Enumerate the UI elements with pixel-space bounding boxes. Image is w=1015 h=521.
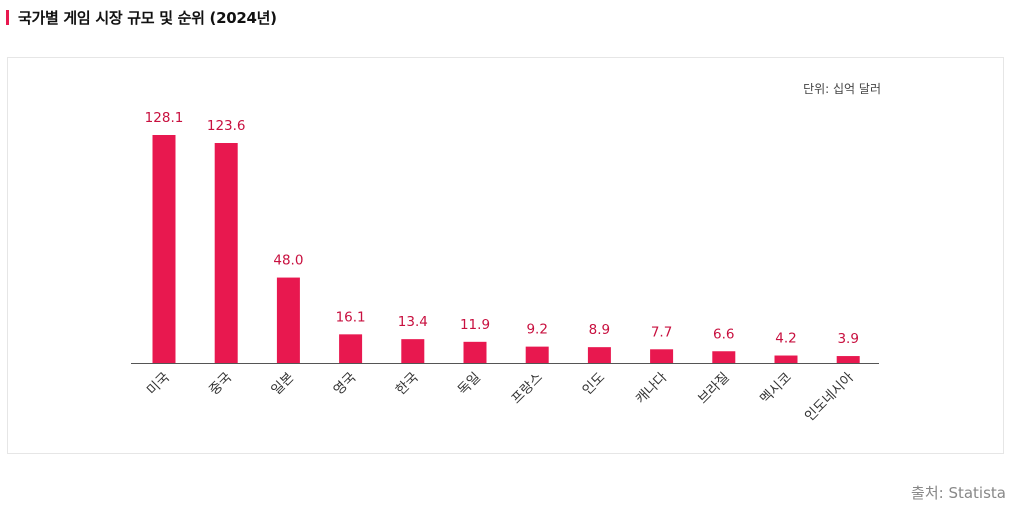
category-label-12: 인도네시아 [802, 369, 858, 425]
value-label-4: 16.1 [336, 309, 366, 325]
value-label-2: 123.6 [207, 118, 246, 134]
category-label-11: 멕시코 [757, 370, 795, 408]
title-accent-bar [6, 9, 9, 25]
category-label-4: 영국 [331, 370, 360, 399]
category-label-7: 프랑스 [508, 370, 546, 408]
bar-11 [774, 355, 798, 363]
value-label-11: 4.2 [775, 331, 796, 347]
source-note: 출처: Statista [911, 484, 1006, 502]
category-label-2: 중국 [206, 370, 235, 399]
bar-2 [214, 143, 238, 363]
bar-12 [836, 356, 860, 363]
category-label-10: 브라질 [695, 370, 733, 408]
bar-5 [401, 339, 425, 363]
value-label-5: 13.4 [398, 314, 428, 330]
value-label-1: 128.1 [145, 110, 184, 126]
value-label-7: 9.2 [526, 322, 547, 338]
value-label-8: 8.9 [589, 322, 610, 338]
bar-9 [650, 349, 674, 363]
bar-8 [587, 347, 611, 363]
category-label-5: 한국 [393, 370, 422, 399]
chart-title-block: 국가별 게임 시장 규모 및 순위 (2024년) [6, 6, 277, 28]
category-label-3: 일본 [268, 370, 297, 399]
category-label-6: 독일 [455, 370, 484, 399]
category-label-1: 미국 [144, 370, 173, 399]
category-label-8: 인도 [579, 370, 608, 399]
value-label-3: 48.0 [273, 253, 303, 269]
bar-7 [525, 346, 549, 363]
bar-4 [339, 334, 363, 363]
bar-10 [712, 351, 736, 363]
value-label-6: 11.9 [460, 317, 490, 333]
page-title: 국가별 게임 시장 규모 및 순위 (2024년) [18, 8, 277, 27]
bar-6 [463, 341, 487, 363]
category-label-9: 캐나다 [633, 369, 671, 407]
value-label-12: 3.9 [837, 331, 858, 347]
bar-3 [276, 277, 300, 363]
unit-label: 단위: 십억 달러 [803, 82, 881, 96]
value-label-9: 7.7 [651, 324, 672, 340]
value-label-10: 6.6 [713, 326, 734, 342]
bar-1 [152, 135, 176, 363]
